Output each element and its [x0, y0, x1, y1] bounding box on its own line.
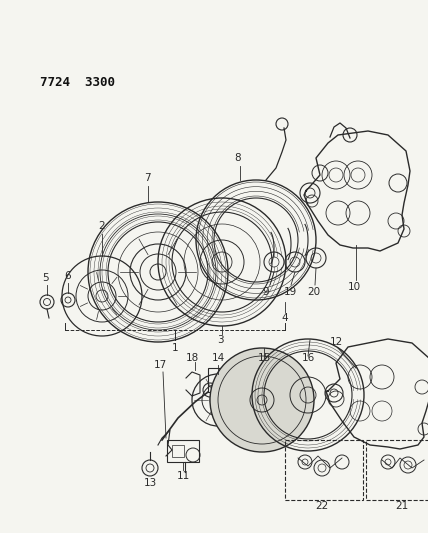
- Text: 3: 3: [217, 335, 223, 345]
- Bar: [285, 440, 363, 500]
- Text: 6: 6: [65, 271, 71, 281]
- Text: 7: 7: [144, 173, 150, 183]
- Text: 4: 4: [282, 313, 288, 323]
- Text: 19: 19: [283, 287, 297, 297]
- Text: 5: 5: [43, 273, 49, 283]
- Text: 11: 11: [176, 471, 190, 481]
- Text: 13: 13: [143, 478, 157, 488]
- Text: 10: 10: [348, 282, 360, 292]
- Text: 20: 20: [307, 287, 321, 297]
- Text: 8: 8: [235, 153, 241, 163]
- Circle shape: [210, 348, 314, 452]
- Text: 9: 9: [263, 287, 269, 297]
- Text: 21: 21: [395, 501, 409, 511]
- Bar: [172, 445, 184, 457]
- Text: 1: 1: [172, 343, 178, 353]
- Bar: [167, 440, 199, 462]
- Bar: [366, 440, 428, 500]
- Text: 15: 15: [257, 353, 270, 363]
- Text: 16: 16: [301, 353, 315, 363]
- Text: 22: 22: [315, 501, 329, 511]
- Bar: [208, 368, 236, 392]
- Text: 12: 12: [330, 337, 343, 347]
- Text: 18: 18: [185, 353, 199, 363]
- Text: 7724  3300: 7724 3300: [40, 76, 115, 88]
- Text: 17: 17: [153, 360, 166, 370]
- Text: 2: 2: [99, 221, 105, 231]
- Text: 14: 14: [211, 353, 225, 363]
